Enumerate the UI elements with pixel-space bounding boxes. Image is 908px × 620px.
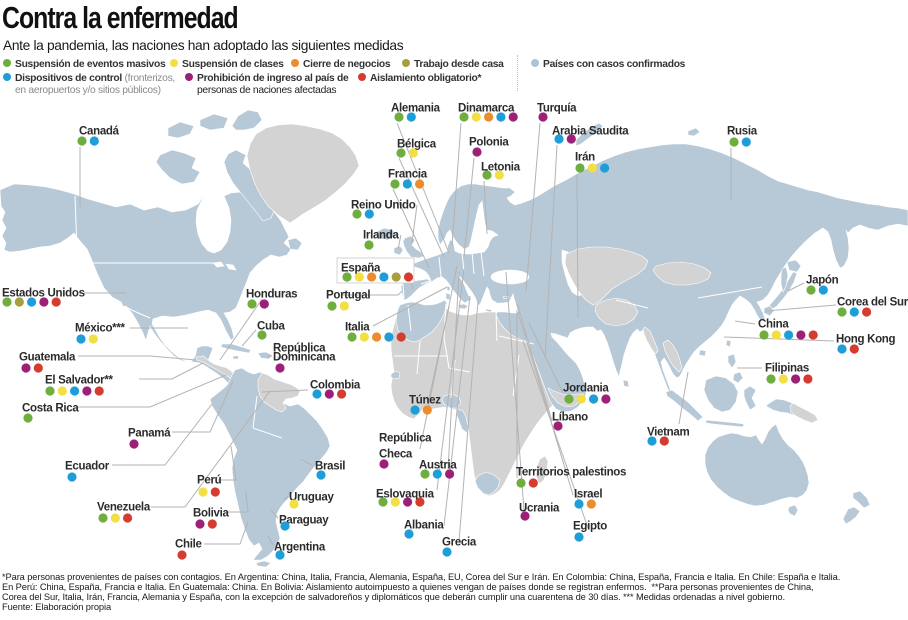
svg-text:Albania: Albania [404,520,444,532]
svg-text:Panamá: Panamá [128,428,171,440]
svg-text:Túnez: Túnez [409,395,441,407]
svg-text:Brasil: Brasil [315,461,345,473]
svg-text:Israel: Israel [574,489,602,501]
svg-text:Dinamarca: Dinamarca [458,103,515,115]
svg-text:México***: México*** [75,323,126,335]
svg-text:Líbano: Líbano [552,412,588,424]
svg-text:Polonia: Polonia [469,137,509,149]
svg-text:Honduras: Honduras [246,289,297,301]
svg-text:República: República [379,433,432,445]
svg-text:Ecuador: Ecuador [65,461,110,473]
svg-text:Paraguay: Paraguay [279,515,329,527]
svg-text:Portugal: Portugal [326,290,370,302]
svg-text:Italia: Italia [345,322,370,334]
svg-text:Filipinas: Filipinas [765,363,809,375]
svg-text:Chile: Chile [175,539,202,551]
svg-text:Jordania: Jordania [563,383,609,395]
svg-text:Alemania: Alemania [391,103,441,115]
svg-text:Reino Unido: Reino Unido [351,200,416,212]
svg-text:Arabia Saudita: Arabia Saudita [552,126,629,138]
svg-text:Bolivia: Bolivia [193,508,230,520]
svg-text:España: España [341,263,381,275]
svg-text:Irán: Irán [575,152,595,164]
svg-text:República: República [273,343,326,355]
svg-text:Territorios palestinos: Territorios palestinos [516,467,626,479]
svg-text:Turquía: Turquía [537,103,577,115]
svg-text:Japón: Japón [806,275,839,287]
svg-text:Bélgica: Bélgica [397,139,437,151]
svg-text:Austria: Austria [419,460,457,472]
svg-text:China: China [758,319,789,331]
svg-text:Venezuela: Venezuela [97,502,151,514]
svg-text:Estados Unidos: Estados Unidos [2,288,85,300]
svg-text:Cuba: Cuba [257,321,285,333]
svg-text:Canadá: Canadá [79,126,120,138]
svg-text:Corea del Sur: Corea del Sur [837,297,908,309]
svg-text:Francia: Francia [388,169,428,181]
svg-text:Costa Rica: Costa Rica [22,403,79,415]
svg-text:Ucrania: Ucrania [519,503,560,515]
svg-text:Hong Kong: Hong Kong [836,334,896,346]
svg-text:Vietnam: Vietnam [647,427,690,439]
svg-text:Argentina: Argentina [274,542,326,554]
svg-text:Dominicana: Dominicana [273,352,336,364]
svg-text:Letonia: Letonia [481,162,521,174]
svg-text:Grecia: Grecia [442,537,477,549]
svg-text:Colombia: Colombia [310,380,361,392]
svg-text:Egipto: Egipto [573,521,607,533]
svg-text:Guatemala: Guatemala [19,352,76,364]
svg-text:Rusia: Rusia [727,126,758,138]
svg-text:Checa: Checa [379,449,413,461]
svg-text:El Salvador**: El Salvador** [45,375,114,387]
svg-text:Uruguay: Uruguay [289,492,334,504]
svg-text:Perú: Perú [197,475,222,487]
svg-text:Irlanda: Irlanda [363,230,400,242]
